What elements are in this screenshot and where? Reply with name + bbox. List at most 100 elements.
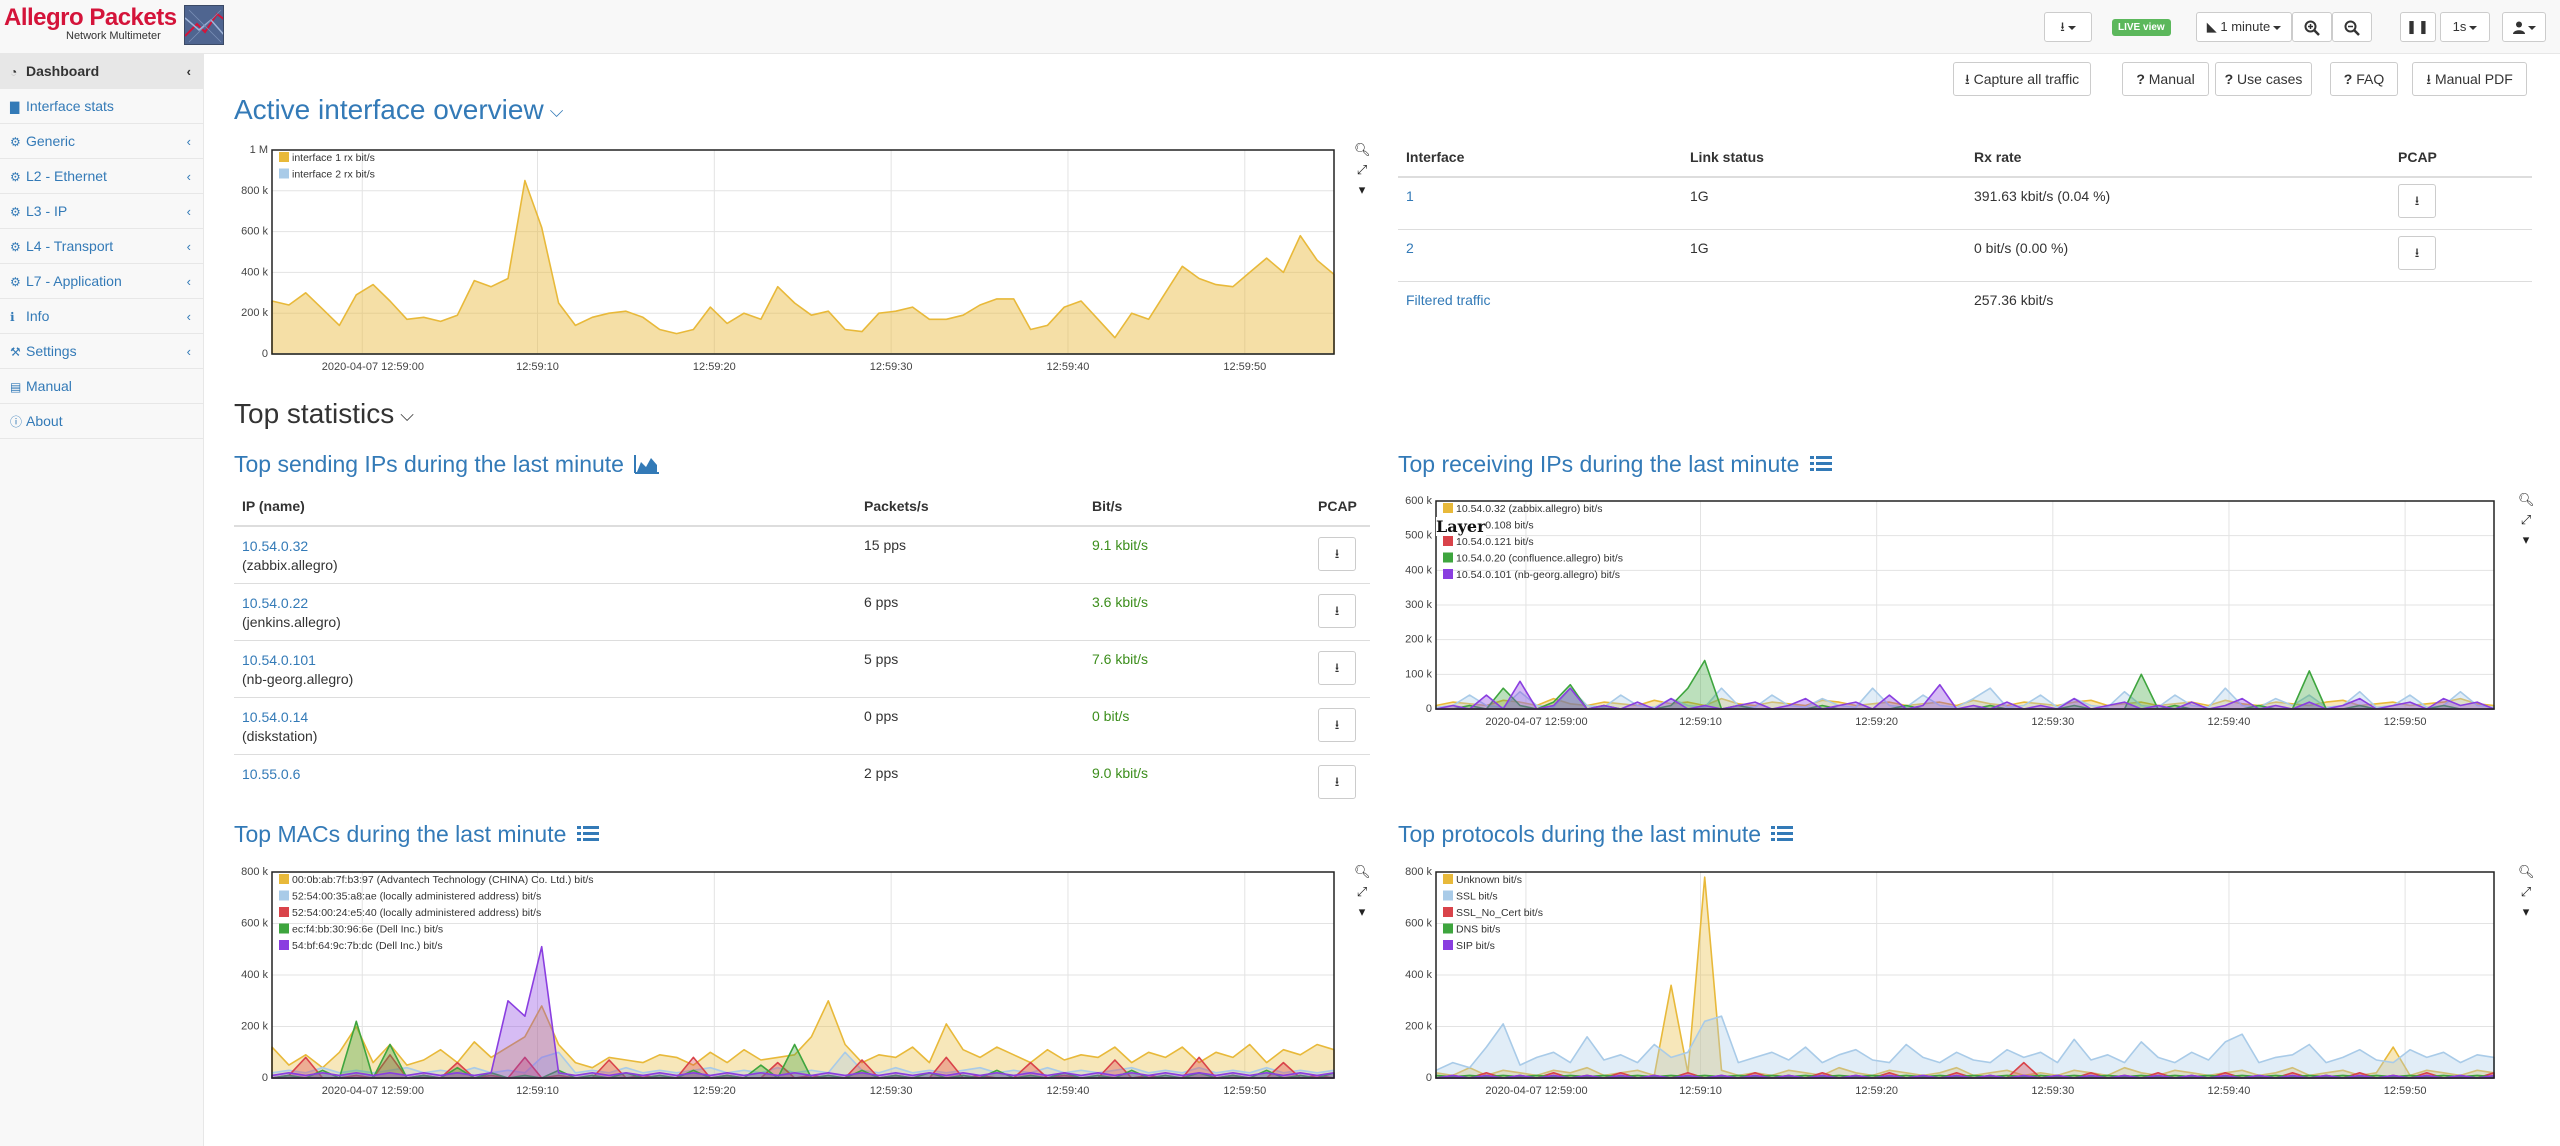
refresh-rate-dropdown[interactable]: 1s (2440, 12, 2490, 42)
zoom-icon[interactable]: 🔍︎ (1354, 864, 1371, 879)
zoom-icon[interactable]: 🔍︎ (1354, 142, 1371, 157)
faq-button[interactable]: ? FAQ (2330, 62, 2398, 96)
series-area (1435, 1015, 2495, 1079)
question-icon: ? (2343, 71, 2353, 87)
zoom-icon[interactable]: 🔍︎ (2518, 492, 2535, 507)
chart-tools: 🔍︎ ⤢ ▾ (2518, 862, 2535, 922)
sidebar-item-l2-ethernet[interactable]: ⚙ L2 - Ethernet ‹ (0, 159, 203, 194)
y-tick-label: 0 (1426, 1072, 1432, 1084)
pcap-download-button[interactable]: ⭳ (1318, 764, 1356, 799)
sidebar-item-dashboard[interactable]: ◔ Dashboard ‹ (0, 54, 203, 89)
x-tick-label: 12:59:10 (1679, 716, 1722, 728)
x-tick-label: 2020-04-07 12:59:00 (1485, 1085, 1587, 1097)
series-area (271, 1020, 1335, 1079)
faq-label: FAQ (2356, 71, 2385, 87)
zoom-icon[interactable]: 🔍︎ (2518, 864, 2535, 879)
legend-swatch (1443, 874, 1453, 884)
packets-per-second: 6 pps (856, 582, 1084, 640)
sidebar-item-interface-stats[interactable]: ▇ Interface stats (0, 89, 203, 124)
bit-rate: 9.1 kbit/s (1084, 525, 1310, 583)
legend-swatch (279, 940, 289, 950)
sidebar-item-generic[interactable]: ⚙ Generic ‹ (0, 124, 203, 159)
reset-zoom-icon[interactable]: ⤢ (2520, 884, 2532, 899)
sidebar-item-about[interactable]: ⓘ About (0, 404, 203, 439)
interface-link[interactable]: 2 (1406, 239, 1414, 256)
sidebar-item-l3-ip[interactable]: ⚙ L3 - IP ‹ (0, 194, 203, 229)
top-navbar: Allegro Packets Network Multimeter ⭳ LIV… (0, 0, 2560, 54)
ip-link[interactable]: 10.54.0.14 (242, 708, 309, 725)
ip-link[interactable]: 10.54.0.101 (242, 651, 316, 668)
pcap-download-button[interactable]: ⭳ (1318, 707, 1356, 742)
top-macs-heading[interactable]: Top MACs during the last minute (234, 821, 599, 848)
column-header: Bit/s (1084, 486, 1310, 527)
use-cases-button[interactable]: ? Use cases (2215, 62, 2312, 96)
chart-menu-icon[interactable]: ▾ (2522, 532, 2530, 547)
zoom-out-button[interactable] (2332, 12, 2372, 42)
gear-icon: ⚙ (10, 135, 21, 149)
brand[interactable]: Allegro Packets Network Multimeter (4, 4, 234, 50)
series-area (1435, 680, 2495, 710)
download-menu-button[interactable]: ⭳ (2044, 12, 2092, 42)
chevron-down-icon: ⌵ (400, 405, 414, 426)
top-sending-heading[interactable]: Top sending IPs during the last minute (234, 451, 660, 478)
chart-menu-icon[interactable]: ▾ (1358, 182, 1366, 197)
reset-zoom-icon[interactable]: ⤢ (1356, 162, 1368, 177)
reset-zoom-icon[interactable]: ⤢ (2520, 512, 2532, 527)
legend-label: SSL_No_Cert bit/s (1456, 907, 1543, 919)
pcap-download-button[interactable]: ⭳ (1318, 537, 1356, 571)
pcap-download-button[interactable]: ⭳ (1318, 650, 1356, 685)
zoom-in-button[interactable] (2292, 12, 2332, 42)
packets-per-second: 15 pps (856, 525, 1084, 583)
reset-zoom-icon[interactable]: ⤢ (1356, 884, 1368, 899)
pcap-download-button[interactable]: ⭳ (1318, 593, 1356, 628)
sidebar-item-label: L7 - Application (26, 273, 122, 289)
pause-button[interactable]: ❚❚ (2400, 12, 2436, 42)
top-protocols-heading[interactable]: Top protocols during the last minute (1398, 821, 1794, 848)
interface-overview-chart[interactable]: 0 200 k 400 k 600 k 800 k 1 M 2020-04-07 12:59… (234, 140, 1335, 380)
column-header: Rx rate (1966, 137, 2390, 178)
sidebar-item-label: Interface stats (26, 98, 114, 114)
pcap-download-button[interactable]: ⭳ (2398, 235, 2436, 270)
zoom-out-icon (2344, 20, 2360, 36)
pcap-download-button[interactable]: ⭳ (2398, 184, 2436, 218)
user-menu-button[interactable] (2502, 12, 2546, 42)
top-receiving-chart[interactable]: 0 100 k 200 k 300 k 400 k 500 k 600 k 2020-04-0… (1398, 495, 2495, 735)
active-overview-heading[interactable]: Active interface overview ⌵ (234, 94, 563, 126)
sidebar-item-l7-application[interactable]: ⚙ L7 - Application ‹ (0, 264, 203, 299)
manual-button[interactable]: ? Manual (2122, 62, 2209, 96)
filtered-traffic-link[interactable]: Filtered traffic (1406, 291, 1491, 308)
manual-pdf-button[interactable]: ⭳ Manual PDF (2412, 62, 2527, 96)
ip-link[interactable]: 10.54.0.32 (242, 538, 309, 554)
top-receiving-heading[interactable]: Top receiving IPs during the last minute (1398, 451, 1832, 478)
interface-table: Interface Link status Rx rate PCAP 1 1G … (1398, 137, 2532, 321)
top-macs-chart[interactable]: 0 200 k 400 k 600 k 800 k 2020-04-07 12:59:00… (234, 864, 1335, 1104)
ip-link[interactable]: 10.55.0.6 (242, 765, 301, 782)
gear-icon: ⚙ (10, 275, 21, 289)
plot-border (271, 149, 1335, 355)
chart-menu-icon[interactable]: ▾ (2522, 904, 2530, 919)
top-statistics-heading[interactable]: Top statistics ⌵ (234, 398, 414, 430)
sidebar-item-settings[interactable]: ⚒ Settings ‹ (0, 334, 203, 369)
plot-border (1435, 500, 2495, 710)
chart-tools: 🔍︎ ⤢ ▾ (1354, 862, 1371, 922)
sidebar-item-manual[interactable]: ▤ Manual (0, 369, 203, 404)
chart-menu-icon[interactable]: ▾ (1358, 904, 1366, 919)
sidebar-item-info[interactable]: ℹ Info ‹ (0, 299, 203, 334)
legend-swatch (1443, 907, 1453, 917)
x-tick-label: 12:59:40 (2208, 716, 2251, 728)
ip-link[interactable]: 10.54.0.22 (242, 594, 309, 611)
y-tick-label: 300 k (1405, 599, 1432, 611)
legend-label: interface 1 rx bit/s (292, 152, 375, 164)
top-protocols-chart[interactable]: 0 200 k 400 k 600 k 800 k 2020-04-07 12:59:00… (1398, 864, 2495, 1104)
capture-all-traffic-button[interactable]: ⭳ Capture all traffic (1953, 62, 2091, 96)
y-tick-label: 200 k (1405, 1021, 1432, 1033)
table-row: 10.54.0.22 (jenkins.allegro) 6 pps 3.6 kb… (234, 582, 1370, 640)
interval-dropdown[interactable]: ◣ 1 minute (2196, 12, 2292, 42)
live-view-badge[interactable]: LIVE view (2112, 19, 2171, 36)
legend-label: 10.54.0.121 bit/s (1456, 536, 1534, 548)
sidebar-item-l4-transport[interactable]: ⚙ L4 - Transport ‹ (0, 229, 203, 264)
interface-link[interactable]: 1 (1406, 188, 1414, 204)
legend-label: 10.54.0.20 (confluence.allegro) bit/s (1456, 553, 1623, 565)
legend-label: 10.54.0.101 (nb-georg.allegro) bit/s (1456, 569, 1620, 581)
x-tick-label: 12:59:40 (1047, 1085, 1090, 1097)
